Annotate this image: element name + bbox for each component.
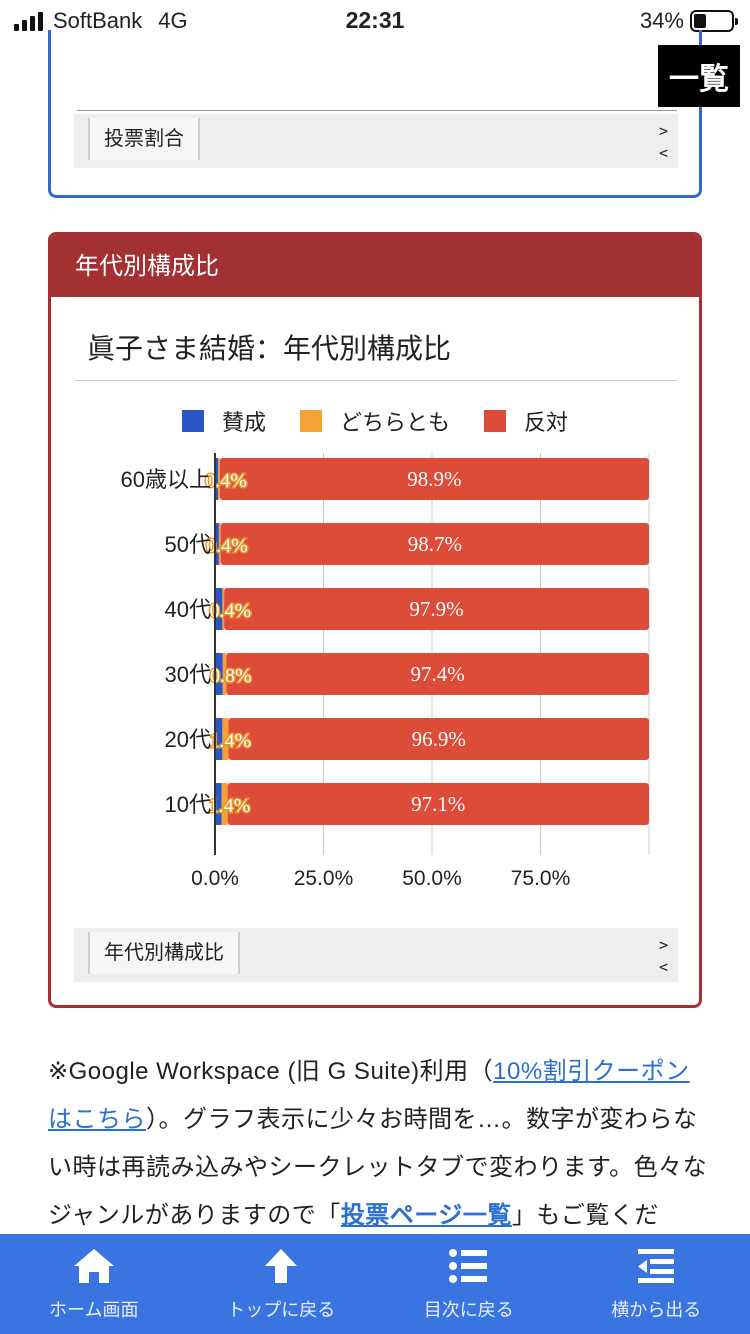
- legend-item-neutral[interactable]: どちらとも: [299, 405, 450, 437]
- category-label: 10代: [165, 792, 211, 817]
- bottom-nav: ホーム画面 トップに戻る 目次に戻る 横から出る: [0, 1234, 750, 1334]
- signal-icon: [14, 11, 43, 31]
- chart-legend: 賛成 どちらとも 反対: [51, 405, 699, 437]
- bar-approve: [215, 458, 219, 500]
- legend-label: どちらとも: [339, 410, 450, 435]
- status-bar: SoftBank 4G 22:31 34%: [0, 0, 750, 42]
- carrier-info: SoftBank 4G: [14, 8, 188, 34]
- nav-label: 横から出る: [611, 1300, 702, 1320]
- home-icon: [72, 1244, 116, 1288]
- category-label: 40代: [165, 597, 211, 622]
- battery-icon: [690, 10, 738, 32]
- legend-item-approve[interactable]: 賛成: [181, 405, 266, 437]
- age-composition-panel: 年代別構成比 眞子さま結婚：年代別構成比 賛成 どちらとも 反対 98.9% 0.…: [48, 232, 702, 1008]
- vote-pages-link[interactable]: 投票ページ一覧: [340, 1202, 512, 1229]
- data-label: 97.9%: [409, 597, 463, 621]
- nav-side[interactable]: 横から出る: [563, 1234, 750, 1334]
- next-tab-button[interactable]: >: [658, 936, 668, 954]
- paragraph-text: ※Google Workspace (旧 G Suite)利用（: [48, 1058, 494, 1085]
- prev-tab-button[interactable]: <: [658, 144, 668, 162]
- network-type: 4G: [158, 8, 188, 33]
- legend-swatch: [484, 410, 506, 432]
- vote-ratio-tabstrip: 投票割合 > <: [74, 114, 678, 168]
- bar-oppose: [226, 653, 649, 695]
- nav-home[interactable]: ホーム画面: [0, 1234, 188, 1334]
- paragraph-text: ）。グラフ表示に少々お時間を…。数字が変わらない時は再読み込みやシークレットタブ…: [48, 1106, 708, 1229]
- x-tick-label: 50.0%: [402, 867, 462, 890]
- data-label: 96.9%: [412, 727, 466, 751]
- legend-label: 反対: [524, 410, 569, 435]
- data-label: 97.4%: [411, 662, 465, 686]
- bar-neutral: [222, 653, 227, 695]
- bar-neutral: [221, 783, 228, 825]
- legend-swatch: [181, 410, 204, 432]
- category-label: 20代: [165, 727, 211, 752]
- legend-label: 賛成: [221, 410, 266, 435]
- x-tick-label: 25.0%: [294, 867, 354, 890]
- nav-label: 目次に戻る: [423, 1300, 514, 1320]
- divider: [77, 110, 677, 111]
- legend-item-oppose[interactable]: 反対: [484, 405, 568, 437]
- data-label: 98.9%: [407, 467, 461, 491]
- data-label: 98.7%: [408, 532, 462, 556]
- x-tick-label: 75.0%: [511, 867, 571, 890]
- clock: 22:31: [345, 7, 405, 33]
- bar-neutral: [222, 718, 229, 760]
- bar-chart: 98.9%0.4%60歳以上98.7%0.4%50代97.9%0.4%40代97…: [121, 453, 650, 890]
- notice-paragraph: ※Google Workspace (旧 G Suite)利用（10%割引クーポ…: [48, 1048, 708, 1240]
- bar-oppose: [224, 588, 649, 630]
- bar-oppose: [219, 458, 650, 500]
- next-tab-button[interactable]: >: [658, 122, 668, 140]
- battery-info: 34%: [639, 8, 738, 34]
- bar-approve: [215, 783, 222, 825]
- category-label: 50代: [165, 532, 211, 557]
- nav-label: ホーム画面: [49, 1300, 139, 1320]
- tab-arrows: > <: [659, 934, 668, 978]
- category-label: 30代: [165, 662, 211, 687]
- carrier-name: SoftBank: [53, 8, 143, 33]
- bar-approve: [215, 653, 223, 695]
- bar-oppose: [227, 783, 649, 825]
- category-label: 60歳以上: [121, 467, 211, 492]
- x-tick-label: 0.0%: [191, 867, 239, 890]
- tab-vote-ratio[interactable]: 投票割合: [88, 118, 200, 160]
- arrow-up-icon: [259, 1244, 303, 1288]
- bar-approve: [215, 718, 223, 760]
- bar-neutral: [218, 458, 220, 500]
- battery-percent: 34%: [639, 8, 684, 33]
- paragraph-text: 」もご覧くだ: [511, 1202, 659, 1229]
- prev-tab-button[interactable]: <: [658, 958, 668, 976]
- nav-top[interactable]: トップに戻る: [188, 1234, 376, 1334]
- list-button[interactable]: 一覧: [658, 45, 740, 107]
- list-icon: [447, 1244, 491, 1288]
- vote-ratio-panel: 投票割合 > <: [48, 30, 702, 198]
- nav-toc[interactable]: 目次に戻る: [375, 1234, 563, 1334]
- nav-label: トップに戻る: [227, 1300, 336, 1320]
- side-menu-icon: [634, 1244, 678, 1288]
- data-label: 97.1%: [411, 792, 465, 816]
- tab-age-composition[interactable]: 年代別構成比: [88, 932, 240, 974]
- panel-header: 年代別構成比: [51, 235, 699, 297]
- bar-neutral: [222, 588, 225, 630]
- bar-oppose: [228, 718, 650, 760]
- data-label: 0.4%: [206, 535, 248, 557]
- data-label: 0.8%: [210, 665, 252, 687]
- bar-neutral: [218, 523, 221, 565]
- chart-title: 眞子さま結婚：年代別構成比: [87, 333, 452, 364]
- divider: [75, 380, 677, 381]
- coupon-link[interactable]: 10%割引クーポンはこちら: [48, 1058, 690, 1133]
- bar-approve: [215, 588, 223, 630]
- tab-arrows: > <: [659, 120, 668, 164]
- bar-approve: [215, 523, 219, 565]
- legend-swatch: [299, 410, 322, 432]
- bar-oppose: [220, 523, 649, 565]
- age-composition-tabstrip: 年代別構成比 > <: [74, 928, 678, 982]
- data-label: 0.4%: [205, 470, 247, 492]
